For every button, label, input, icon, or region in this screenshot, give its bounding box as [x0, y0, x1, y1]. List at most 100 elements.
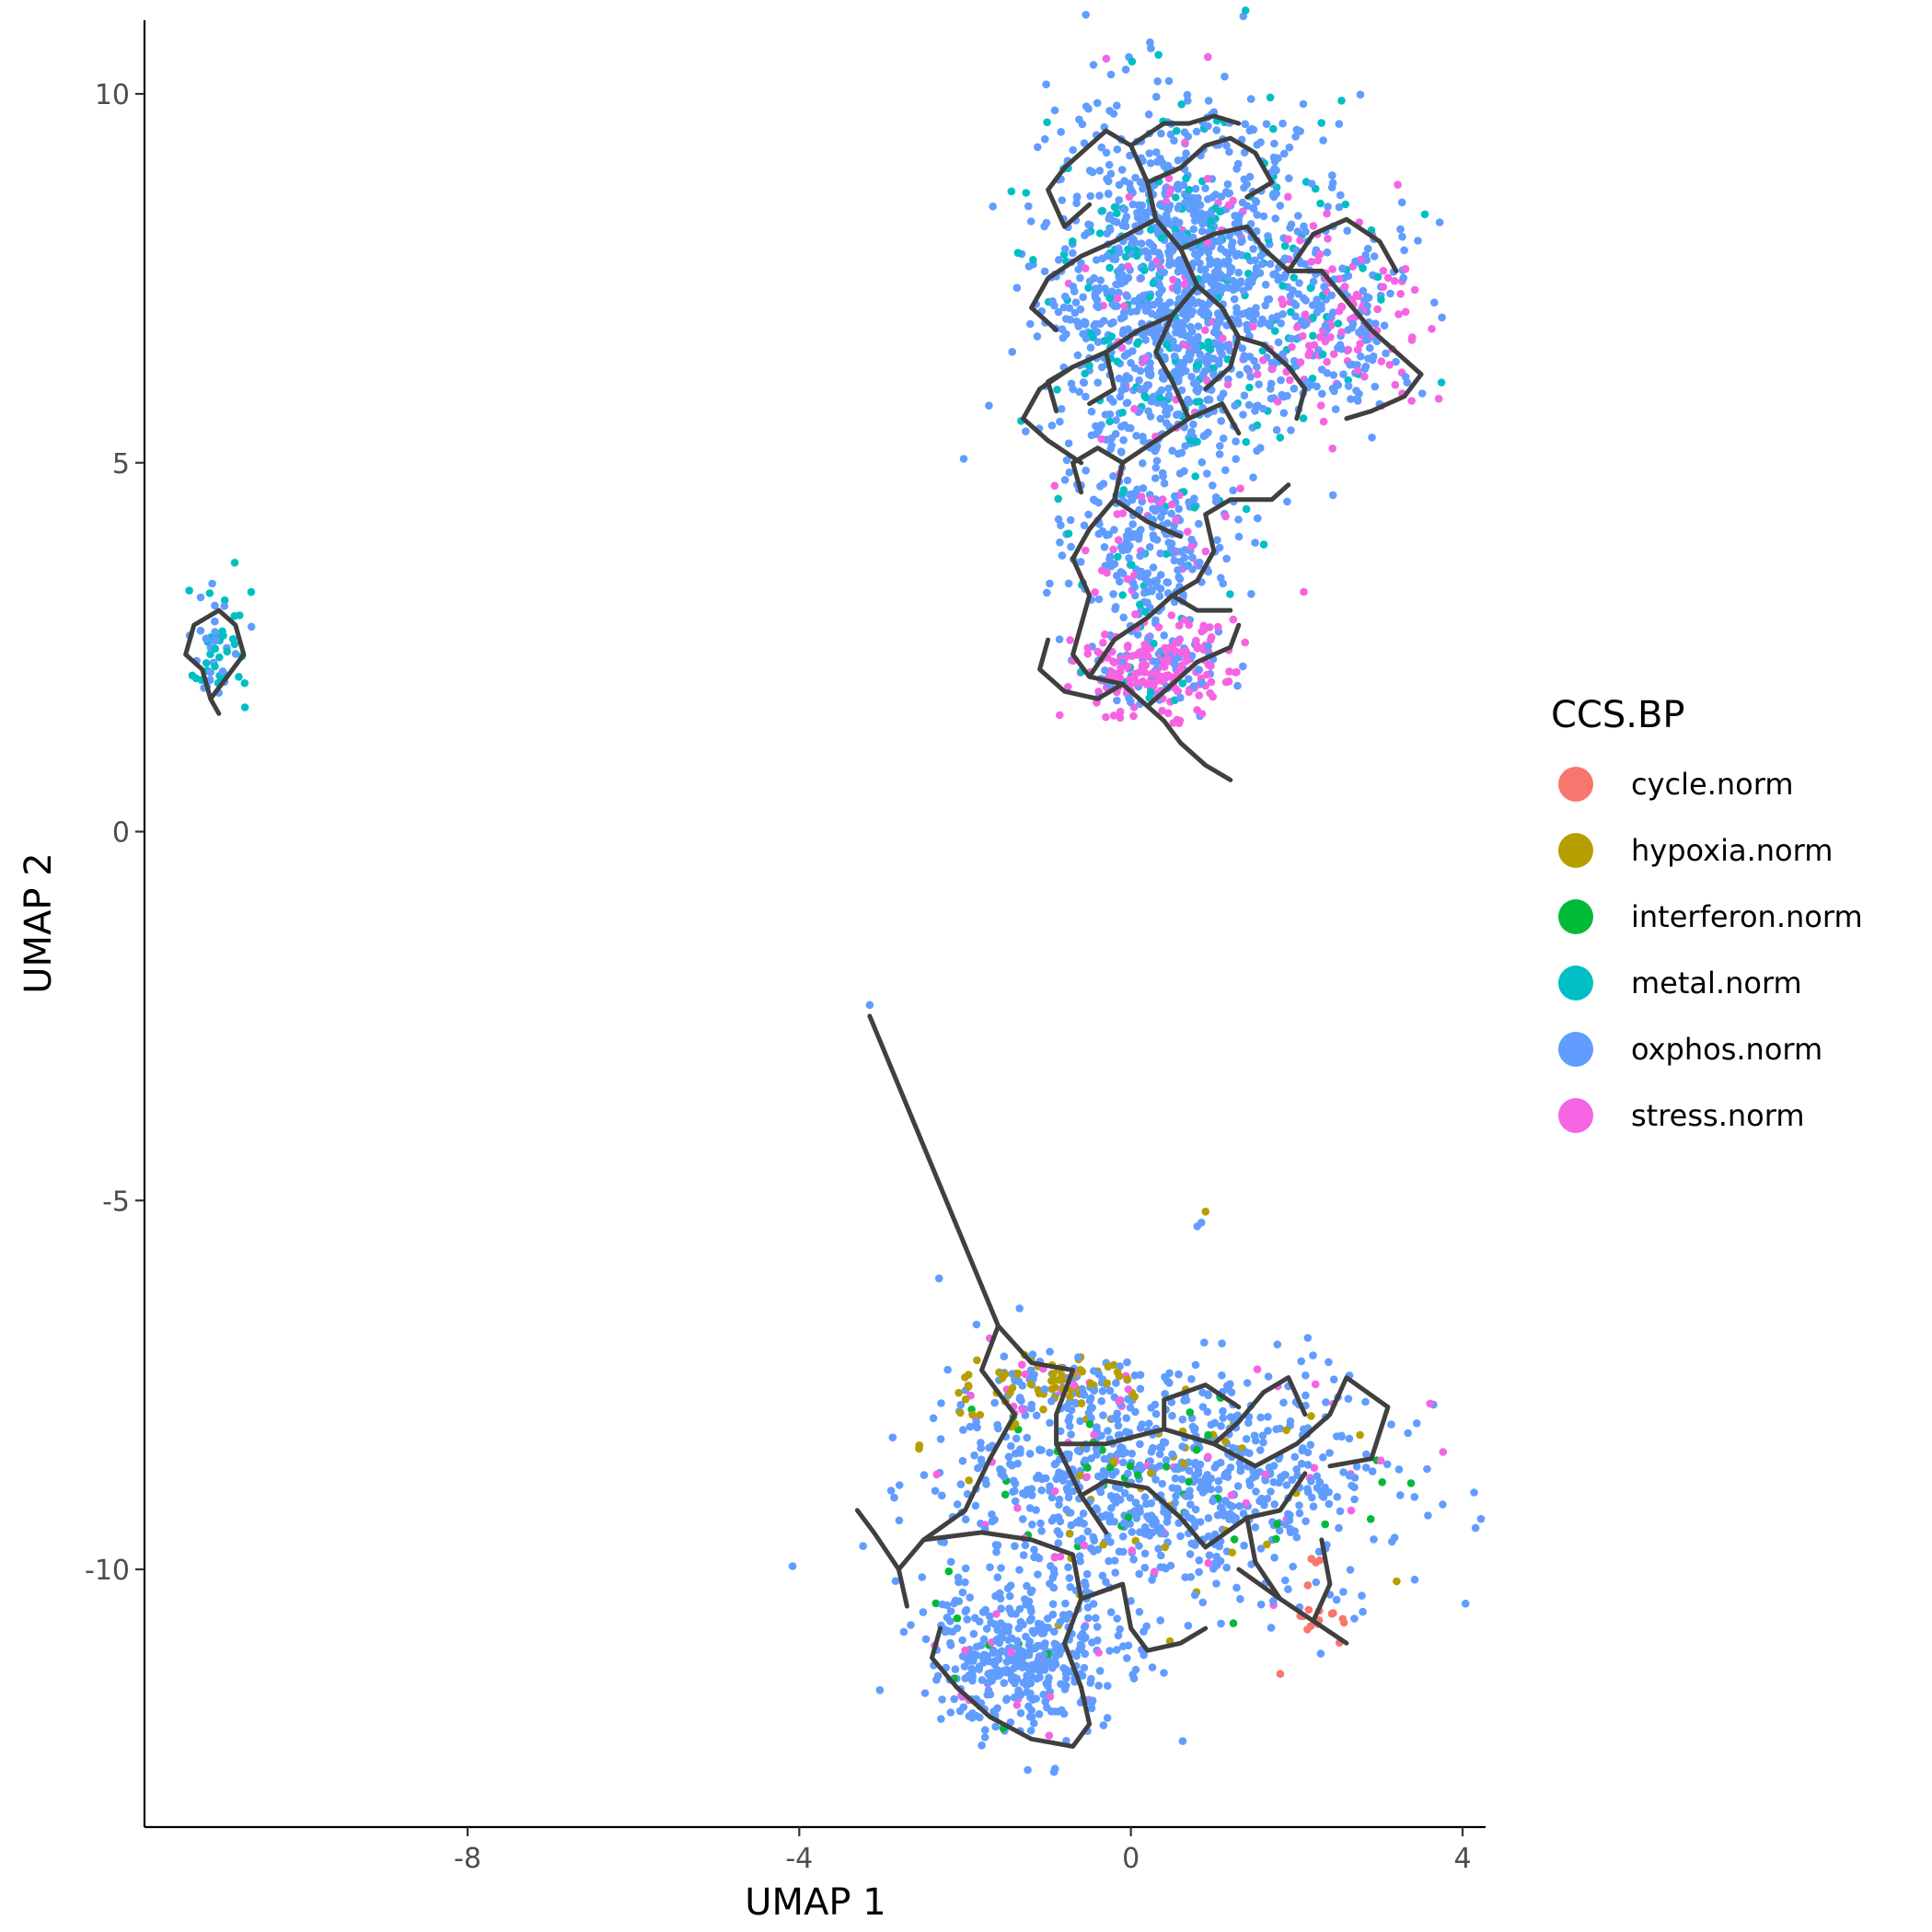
scatter-point — [1258, 356, 1267, 364]
scatter-point — [1057, 521, 1065, 529]
scatter-point — [1106, 1608, 1116, 1616]
legend-label: cycle.norm — [1631, 767, 1794, 802]
scatter-point — [1246, 95, 1255, 103]
scatter-point — [1116, 1496, 1125, 1504]
scatter-point — [982, 1480, 990, 1488]
scatter-point — [1301, 296, 1310, 305]
scatter-point — [1191, 1424, 1199, 1433]
scatter-point — [1174, 203, 1183, 213]
scatter-point — [1077, 558, 1085, 566]
y-tick-label: -5 — [102, 1186, 130, 1218]
scatter-point — [1256, 1600, 1266, 1609]
scatter-point — [972, 1417, 980, 1427]
scatter-point — [899, 1627, 908, 1637]
scatter-point — [1021, 1490, 1030, 1499]
scatter-point — [1138, 1420, 1146, 1429]
scatter-point — [1307, 179, 1316, 188]
scatter-point — [1259, 1438, 1267, 1447]
scatter-point — [964, 1371, 973, 1379]
scatter-point — [1077, 1645, 1085, 1654]
scatter-point — [1130, 404, 1139, 413]
scatter-point — [1140, 353, 1150, 363]
scatter-point — [1093, 1451, 1101, 1459]
trajectory-segment — [1178, 224, 1424, 422]
scatter-point — [1383, 273, 1393, 283]
scatter-point — [951, 1596, 960, 1605]
scatter-point — [1194, 665, 1203, 674]
scatter-point — [1105, 1517, 1115, 1526]
scatter-point — [1337, 97, 1346, 105]
scatter-point — [1055, 635, 1064, 643]
scatter-point — [1195, 519, 1203, 528]
scatter-point — [1091, 284, 1100, 293]
legend-item: oxphos.norm — [1558, 1032, 1822, 1067]
trajectory-segment — [867, 1013, 1076, 1373]
legend-item: cycle.norm — [1558, 767, 1794, 802]
scatter-point — [1408, 333, 1417, 341]
scatter-point — [1193, 437, 1201, 446]
scatter-point — [1084, 510, 1093, 519]
scatter-point — [1404, 1429, 1412, 1438]
scatter-point — [1058, 551, 1067, 560]
scatter-point — [1114, 1421, 1123, 1430]
scatter-point — [1274, 275, 1282, 284]
scatter-point — [1264, 295, 1272, 304]
scatter-point — [1123, 399, 1132, 407]
scatter-point — [1162, 202, 1170, 212]
scatter-point — [1155, 309, 1164, 318]
scatter-point — [1078, 120, 1087, 129]
trajectory-segment — [1079, 1471, 1308, 1550]
scatter-point — [1156, 584, 1165, 593]
scatter-point — [1123, 1375, 1132, 1383]
scatter-point — [1058, 325, 1067, 334]
scatter-point — [1256, 1413, 1265, 1422]
scatter-point — [1396, 225, 1405, 234]
scatter-point — [1435, 218, 1444, 226]
scatter-point — [223, 647, 231, 656]
scatter-point — [1095, 167, 1105, 175]
scatter-point — [1107, 1504, 1116, 1512]
scatter-point — [1046, 1693, 1055, 1701]
scatter-point — [1155, 1450, 1164, 1459]
scatter-point — [1093, 1636, 1102, 1645]
scatter-point — [1113, 145, 1122, 154]
scatter-point — [1072, 1651, 1081, 1660]
scatter-point — [1203, 359, 1211, 368]
trajectory-segment — [1087, 350, 1117, 407]
scatter-point — [1093, 98, 1102, 108]
scatter-point — [1115, 1396, 1123, 1406]
scatter-point — [1313, 256, 1323, 265]
scatter-point — [1259, 540, 1268, 549]
scatter-point — [1070, 308, 1080, 318]
scatter-point — [992, 1610, 1001, 1618]
legend-label: oxphos.norm — [1631, 1032, 1822, 1067]
scatter-point — [1280, 241, 1290, 250]
scatter-point — [1204, 1430, 1212, 1440]
scatter-point — [1050, 106, 1059, 115]
scatter-point — [1195, 691, 1204, 700]
scatter-point — [1174, 1370, 1183, 1379]
scatter-point — [1401, 307, 1410, 317]
scatter-point — [1407, 397, 1416, 405]
scatter-point — [1204, 121, 1212, 131]
scatter-point — [1243, 179, 1251, 189]
scatter-point — [1276, 1424, 1284, 1433]
scatter-point — [1278, 310, 1287, 318]
scatter-point — [1351, 257, 1359, 266]
scatter-point — [1174, 449, 1183, 458]
scatter-point — [1034, 1619, 1043, 1628]
scatter-point — [1087, 1674, 1095, 1683]
scatter-point — [1064, 579, 1073, 588]
scatter-point — [1345, 1434, 1354, 1443]
scatter-point — [1205, 396, 1214, 404]
scatter-point — [1249, 322, 1257, 331]
scatter-point — [1348, 1481, 1356, 1490]
trajectory-segment — [1087, 482, 1291, 679]
scatter-point — [1144, 110, 1153, 119]
scatter-point — [1024, 1702, 1033, 1711]
scatter-point — [1203, 174, 1212, 183]
scatter-point — [987, 1618, 995, 1626]
scatter-point — [1086, 1544, 1095, 1553]
scatter-point — [1240, 148, 1249, 156]
scatter-point — [981, 1726, 989, 1734]
